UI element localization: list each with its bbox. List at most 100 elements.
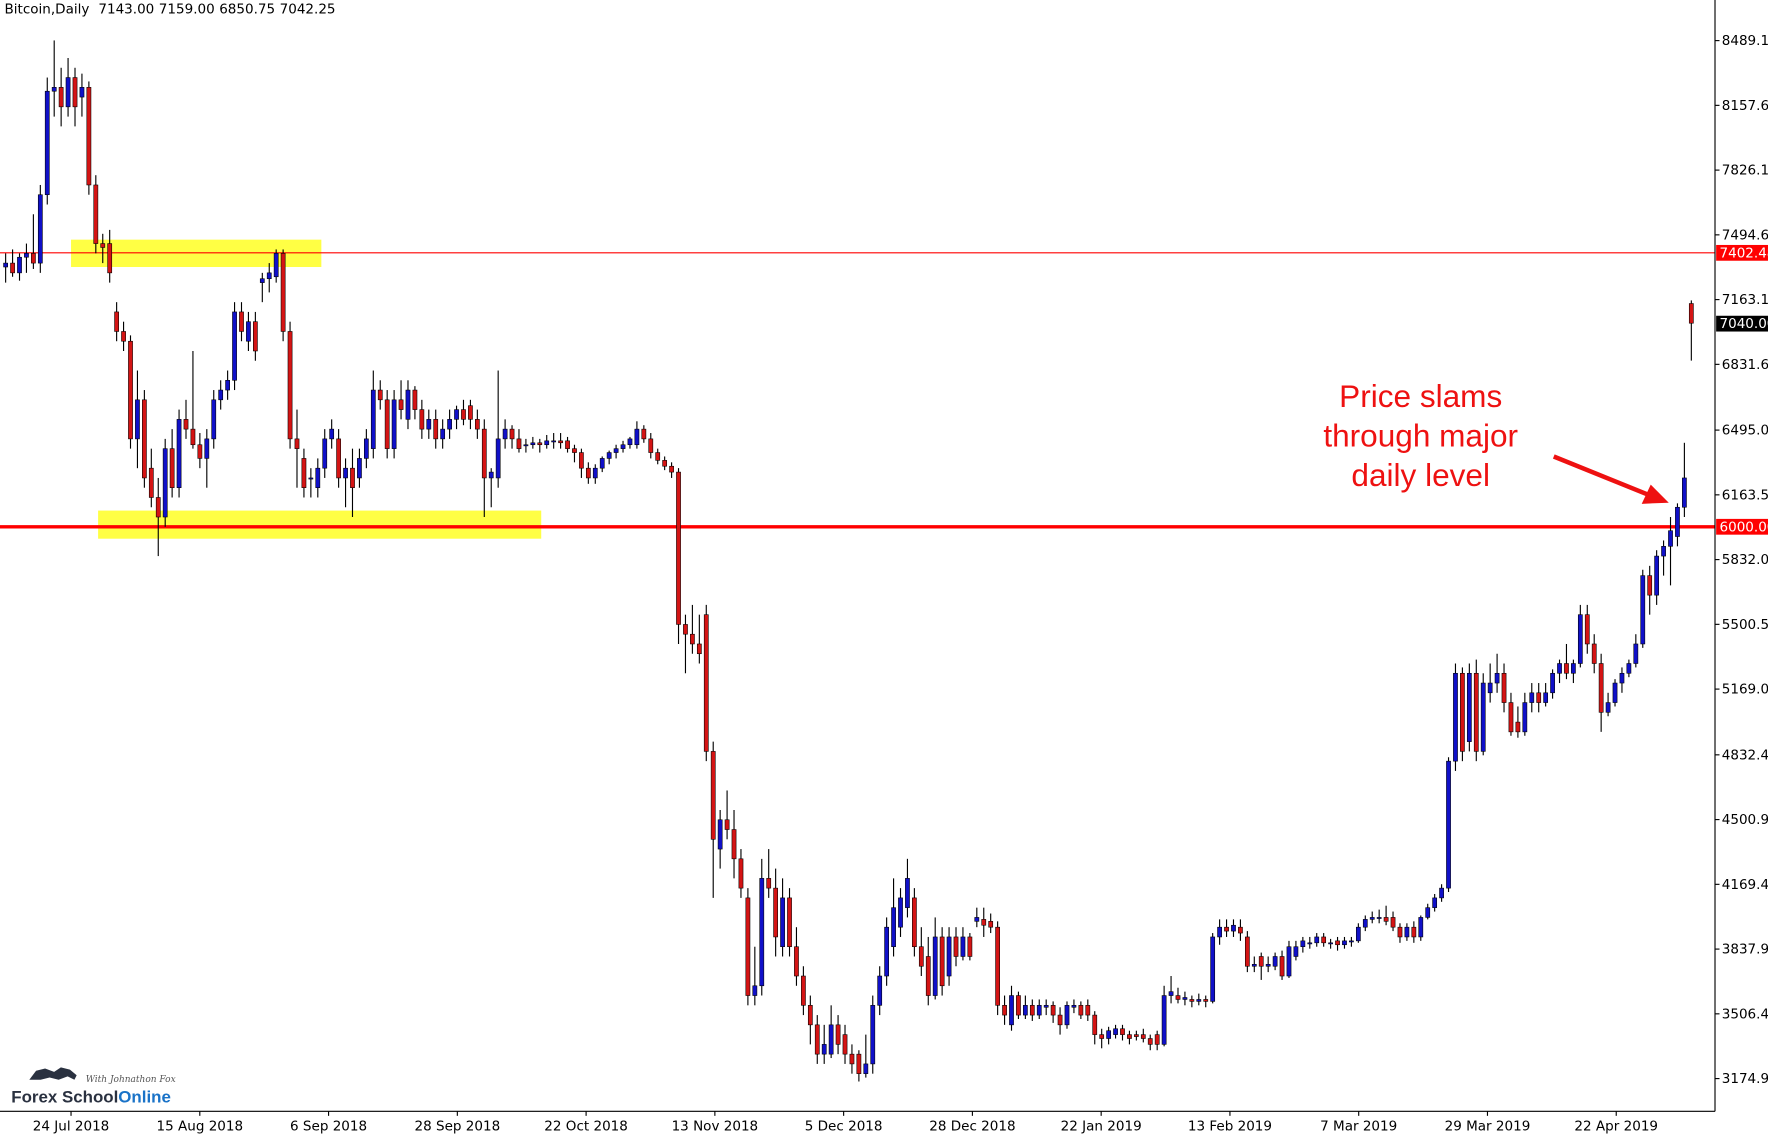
candle-body — [1661, 546, 1666, 557]
candle-body — [1293, 946, 1299, 957]
candle-body — [1584, 614, 1590, 645]
y-tick-label: 8489.10 — [1722, 33, 1768, 49]
candle-body — [1460, 672, 1465, 752]
logo: With Johnathon Fox Forex SchoolOnline — [11, 1067, 176, 1106]
candle-body — [717, 819, 723, 850]
y-tick-label: 5169.00 — [1722, 682, 1768, 698]
candle-body — [121, 331, 126, 342]
candle-body — [107, 243, 113, 274]
candle-body — [530, 442, 536, 446]
candle-body — [1383, 917, 1389, 922]
candle-body — [176, 419, 182, 488]
candle-body — [419, 409, 425, 430]
candle-body — [1688, 303, 1694, 324]
candle-body — [253, 321, 258, 352]
candle-body — [1127, 1034, 1132, 1039]
candle-body — [995, 926, 1000, 1006]
chart-title: Bitcoin,Daily 7143.00 7159.00 6850.75 7042.2… — [5, 2, 336, 18]
candle-body — [1272, 956, 1278, 967]
candle-body — [405, 389, 411, 420]
x-tick-label: 22 Oct 2018 — [544, 1118, 628, 1134]
candle-body — [461, 409, 466, 420]
candle-body — [162, 448, 168, 518]
candle-body — [1411, 926, 1417, 938]
candle-body — [1682, 477, 1687, 508]
candle-body — [572, 448, 577, 453]
candle-body — [1043, 1005, 1049, 1008]
candle-body — [1224, 926, 1229, 932]
candle-body — [1425, 907, 1431, 918]
candle-body — [731, 829, 737, 860]
y-tick-label: 3506.40 — [1722, 1006, 1768, 1022]
candle-body — [31, 253, 36, 264]
candle-body — [1307, 942, 1313, 945]
candle-body — [412, 389, 418, 410]
candle-body — [565, 440, 570, 449]
candle-body — [918, 946, 924, 967]
candle-body — [1550, 672, 1555, 694]
candle-body — [1120, 1028, 1125, 1035]
candle-body — [1196, 999, 1202, 1002]
candle-body — [1349, 940, 1354, 943]
y-tick-label: 4169.40 — [1722, 877, 1768, 893]
candle-body — [1612, 682, 1618, 703]
candle-body — [1168, 991, 1174, 996]
candle-body — [1619, 672, 1625, 684]
candle-body — [960, 936, 966, 957]
candle-body — [814, 1024, 820, 1055]
candle-body — [1418, 917, 1424, 938]
candle-body — [93, 184, 99, 244]
candle-body — [1064, 1005, 1070, 1026]
candle-body — [232, 311, 237, 381]
candle-body — [1134, 1034, 1139, 1037]
candle-body — [377, 389, 383, 401]
candle-body — [877, 975, 883, 1006]
candle-body — [3, 262, 9, 268]
candle-body — [766, 878, 772, 889]
candle-body — [239, 311, 244, 332]
annotation-line: Price slams — [1339, 378, 1502, 414]
logo-name-accent: Online — [118, 1087, 171, 1106]
candle-body — [780, 897, 785, 948]
candle-body — [1328, 942, 1333, 945]
candle-body — [370, 389, 376, 449]
candle-body — [925, 956, 931, 996]
price-level-label: 7402.48 — [1720, 245, 1768, 261]
candle-body — [350, 467, 355, 488]
annotation-line: through major — [1323, 417, 1518, 453]
candle-body — [1487, 682, 1493, 694]
annotation-line: daily level — [1351, 457, 1490, 493]
candle-body — [183, 419, 189, 430]
candle-body — [169, 448, 175, 488]
candle-body — [343, 467, 348, 479]
candle-body — [44, 90, 50, 196]
candle-body — [787, 897, 792, 948]
candle-body — [1577, 614, 1583, 664]
candle-body — [1161, 995, 1167, 1045]
price-level-tag — [1716, 518, 1768, 535]
y-tick-label: 4832.40 — [1722, 747, 1768, 763]
candle-body — [599, 458, 605, 469]
candle-body — [537, 442, 543, 446]
candle-body — [891, 907, 896, 948]
candle-body — [357, 458, 362, 479]
high-label: 7159.00 — [159, 2, 215, 18]
candle-body — [218, 389, 224, 401]
y-tick-label: 4500.90 — [1722, 812, 1768, 828]
candle-body — [710, 751, 716, 840]
y-tick-label: 6163.50 — [1722, 487, 1768, 503]
candle-body — [1480, 682, 1486, 752]
candle-body — [1279, 956, 1285, 977]
axis-labels: 8489.10 8157.60 7826.10 7494.60 7163.10 6831.… — [33, 33, 1768, 1134]
support-resistance-zone — [98, 510, 542, 539]
candle-body — [433, 419, 439, 440]
candle-body — [1647, 575, 1653, 596]
candle-body — [1175, 995, 1181, 1000]
y-tick-label: 5832.00 — [1722, 552, 1768, 568]
candle-body — [905, 878, 910, 908]
candle-body — [1106, 1030, 1111, 1039]
candle-body — [197, 444, 203, 459]
candle-body — [807, 1005, 813, 1026]
candle-body — [1265, 964, 1271, 967]
candle-body — [1092, 1014, 1098, 1035]
